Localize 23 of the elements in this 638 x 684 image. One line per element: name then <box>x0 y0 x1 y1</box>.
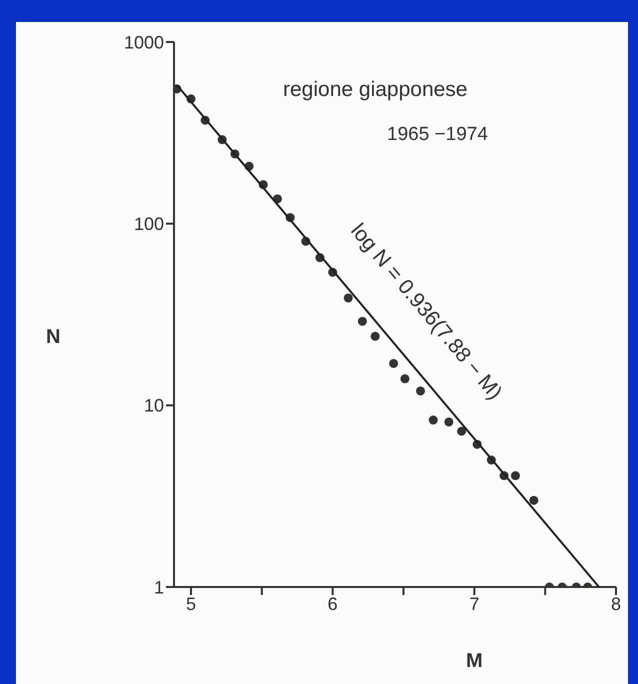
point <box>510 471 520 480</box>
y-tick-label: 100 <box>134 214 164 234</box>
x-axis-title: M <box>466 650 483 673</box>
point <box>444 417 454 426</box>
point <box>529 496 538 505</box>
y-tick-label: 10 <box>144 396 164 416</box>
x-tick-label: 5 <box>186 594 196 614</box>
point <box>370 332 380 341</box>
point <box>358 316 367 326</box>
point <box>389 358 398 368</box>
x-tick-label: 8 <box>610 594 622 614</box>
x-tick-label: 6 <box>328 594 338 614</box>
annotation: regione giapponese <box>283 78 468 102</box>
annotation: 1965 −1974 <box>387 124 488 146</box>
x-tick-label: 7 <box>469 594 480 614</box>
point <box>428 416 438 425</box>
point <box>400 374 410 384</box>
y-axis-title: N <box>46 326 60 349</box>
point <box>457 426 466 436</box>
point <box>344 293 353 302</box>
y-tick-label: 1000 <box>124 32 164 52</box>
y-tick-label: 1 <box>154 577 164 598</box>
point <box>416 386 425 396</box>
